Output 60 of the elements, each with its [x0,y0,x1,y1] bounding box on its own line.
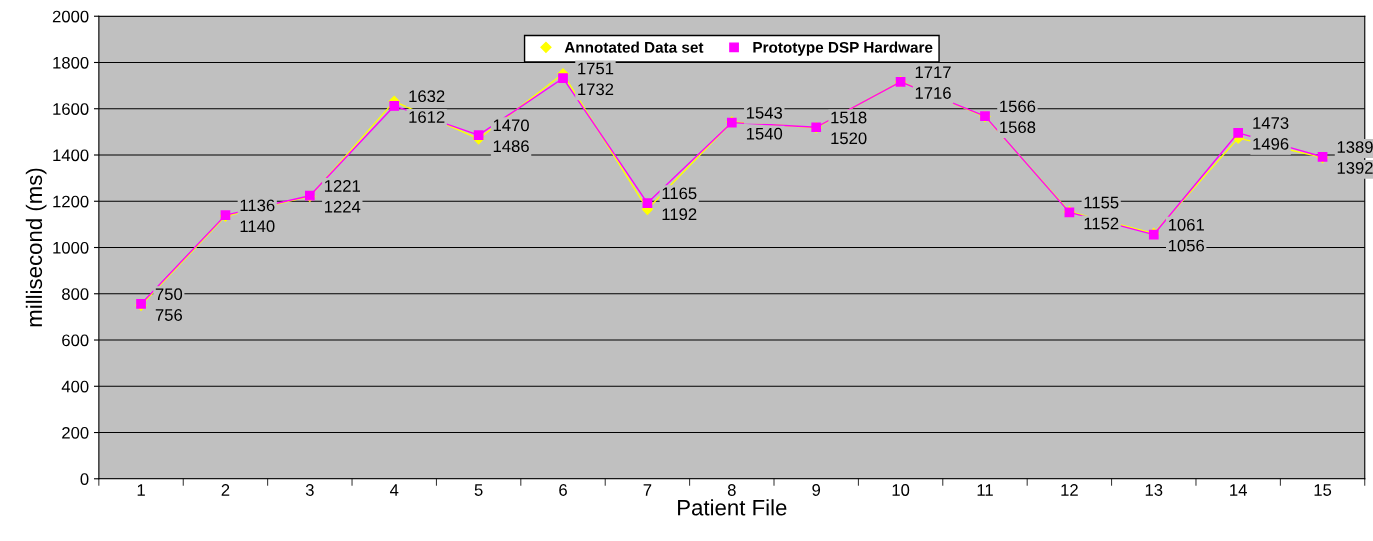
data-label: 1543 [746,106,783,119]
data-label: 1473 [1253,117,1289,129]
data-label: 1056 [1168,239,1205,252]
data-label: 1392 [1337,162,1373,174]
data-label: 1632 [409,90,445,103]
x-axis-title: Patient File [678,499,787,516]
data-label: 1716 [915,87,951,99]
data-label: 1061 [1168,218,1204,231]
x-tick-label: 1 [137,484,145,496]
data-label: 1140 [240,220,275,233]
data-label: 1470 [493,119,529,132]
legend-label: Prototype DSP Hardware [753,41,933,56]
x-tick-label: 3 [305,484,314,496]
data-label: 1136 [240,199,275,212]
data-label: 1221 [325,180,360,192]
y-tick-label: 1600 [53,103,89,115]
x-tick-label: 7 [643,484,652,496]
data-label: 1486 [493,140,529,153]
data-label: 1612 [409,111,445,123]
x-tick-label: 5 [474,484,483,496]
data-label: 1155 [1084,196,1119,209]
y-tick-label: 400 [61,380,89,393]
y-tick-label: 0 [80,473,89,485]
y-tick-label: 1200 [53,195,89,208]
x-tick-label: 2 [221,484,230,496]
y-tick-label: 600 [62,334,89,347]
data-label: 1568 [1000,121,1036,134]
data-label: 1192 [662,208,697,221]
x-tick-label: 10 [892,484,910,496]
data-label: 750 [155,288,183,301]
y-tick-label: 2000 [52,10,89,23]
y-tick-label: 800 [62,288,89,300]
x-tick-label: 15 [1314,484,1332,496]
y-tick-label: 1000 [53,241,89,254]
x-tick-label: 6 [559,484,567,496]
x-tick-label: 9 [812,484,821,496]
data-label: 1389 [1337,141,1373,153]
y-tick-label: 1800 [53,56,89,69]
data-label: 1518 [831,111,867,124]
x-tick-label: 14 [1230,484,1247,496]
x-tick-label: 8 [727,484,736,496]
data-label: 1165 [662,187,697,200]
y-tick-label: 1400 [53,149,89,162]
x-tick-label: 4 [389,484,399,496]
y-axis-title: millisecond (ms) [25,168,47,327]
data-label: 1224 [325,200,361,213]
data-label: 1717 [915,66,951,78]
data-label: 756 [155,309,183,321]
data-label: 1540 [746,127,783,140]
y-tick-label: 200 [62,426,89,439]
data-label: 1496 [1253,137,1289,150]
x-tick-label: 12 [1061,484,1078,496]
data-label: 1520 [831,132,867,145]
data-label: 1152 [1084,217,1119,230]
data-label: 1732 [578,83,614,96]
data-label: 1566 [1000,100,1036,113]
data-label: 1751 [578,62,614,75]
x-tick-label: 11 [977,484,993,496]
x-tick-label: 13 [1145,484,1163,496]
legend-label: Annotated Data set [564,41,704,53]
